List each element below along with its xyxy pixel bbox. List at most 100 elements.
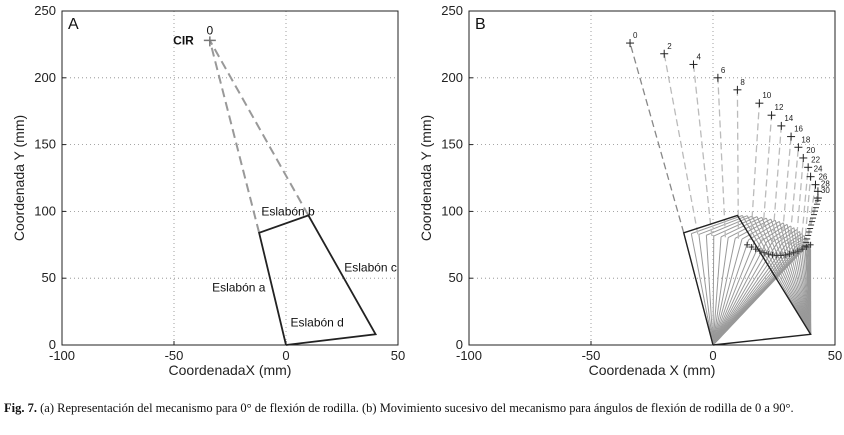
cir-point-label: 28 (821, 179, 830, 188)
figure-caption: Fig. 7. (a) Representación del mecanismo… (4, 401, 840, 415)
cir-dashed-line (750, 103, 761, 241)
sweep-link-a (690, 233, 714, 346)
y-tick-label: 50 (449, 270, 463, 285)
cir-point-label: 12 (775, 103, 784, 112)
y-axis-label: Coordenada Y (mm) (418, 115, 434, 241)
panel-label: B (475, 16, 486, 33)
y-tick-label: 100 (441, 203, 463, 218)
cir-point-label: 0 (633, 31, 638, 40)
link-annotation: Eslabón d (290, 315, 343, 329)
cir-dashed-line (788, 147, 800, 245)
cir-point-label: 16 (794, 125, 803, 134)
cir-dashed-line (208, 39, 310, 216)
cir-dashed-line (736, 89, 740, 239)
sweep-link-a (712, 236, 722, 346)
x-tick-label: 0 (709, 348, 716, 363)
caption-label: Fig. 7. (4, 401, 37, 415)
x-tick-label: 0 (282, 348, 289, 363)
sweep-link-b (806, 246, 810, 257)
cir-dashed-line (663, 53, 699, 235)
initial-mechanism (682, 214, 812, 346)
x-tick-label: -50 (582, 348, 601, 363)
sweep-link-a (712, 239, 750, 346)
sweep-link-c (782, 222, 812, 335)
cir-point-label: 20 (806, 146, 815, 155)
cir-point-label: 2 (667, 42, 672, 51)
sweep-link-b (748, 221, 780, 241)
panel-label: A (68, 16, 79, 33)
sweep-link-a (712, 242, 773, 346)
y-tick-label: 200 (441, 70, 463, 85)
cir-point-label: 6 (721, 66, 726, 75)
sweep-link-a (712, 237, 729, 346)
cir-dashed-line (717, 77, 727, 238)
plot-frame (468, 10, 836, 346)
plot-area (469, 11, 835, 345)
sweep-link-a (712, 243, 787, 346)
sweep-link-a (712, 244, 791, 346)
y-tick-label: 50 (42, 270, 56, 285)
cir-point-label: 8 (740, 78, 745, 87)
y-tick-label: 150 (441, 137, 463, 152)
x-tick-label: 50 (391, 348, 405, 363)
x-tick-label: -100 (456, 348, 482, 363)
sweep-link-b (804, 245, 808, 262)
x-tick-label: 50 (828, 348, 842, 363)
cir-dashed-line (795, 157, 804, 246)
plot-area (62, 11, 398, 345)
sweep-link-a (705, 235, 714, 346)
cir-point-label: 26 (818, 173, 827, 182)
y-tick-label: 0 (456, 337, 463, 352)
plot-frame (61, 10, 399, 346)
sweep-link-b (720, 216, 762, 238)
cir-label: CIR (173, 33, 194, 47)
cir-point-label: 22 (811, 155, 820, 164)
cir-point-label: 30 (821, 186, 830, 195)
sweep-link-a (712, 245, 806, 346)
cir-dashed-line (800, 167, 809, 246)
sweep-link-a (712, 240, 762, 346)
sweep-link-a (712, 242, 778, 346)
sweep-link-b (790, 235, 805, 245)
sweep-link-b (734, 218, 772, 239)
y-tick-label: 0 (49, 337, 56, 352)
cir-dashed-line (761, 115, 773, 242)
mechanism-links (258, 214, 378, 346)
y-tick-label: 250 (441, 3, 463, 18)
sweep-link-c (778, 221, 812, 335)
cir-dashed-line (771, 125, 782, 243)
cir-dashed-line (803, 176, 812, 246)
x-axis-label: Coordenada X (mm) (589, 362, 716, 378)
cir-point-label: 24 (814, 165, 823, 174)
sweep-link-a (712, 243, 783, 346)
link-annotation: Eslabón c (344, 261, 397, 275)
sweep-link-a (698, 234, 714, 346)
sweep-link-b (766, 225, 791, 243)
sweep-link-b (713, 216, 758, 237)
sweep-link-c (774, 220, 812, 335)
sweep-link-a (712, 236, 715, 346)
sweep-link-b (727, 217, 767, 239)
sweep-link-c (806, 261, 812, 335)
link-annotation: Eslabón b (261, 204, 315, 218)
sweep-link-a (712, 240, 756, 346)
x-axis-label: CoordenadaX (mm) (169, 362, 292, 378)
x-tick-label: -50 (165, 348, 184, 363)
sweep-link-b (754, 222, 784, 241)
cir-point-label: 10 (762, 91, 771, 100)
sweep-link-b (786, 232, 803, 245)
sweep-link-b (691, 215, 743, 235)
cir-point-label: 18 (801, 135, 810, 144)
cir-dashed-line (692, 64, 713, 236)
link-annotation: Eslabón a (212, 281, 266, 295)
cir-point-label: 14 (784, 114, 793, 123)
y-tick-label: 200 (34, 70, 56, 85)
sweep-link-a (712, 238, 743, 346)
caption-text: (a) Representación del mecanismo para 0°… (36, 401, 794, 415)
cir-dashed-line (781, 136, 792, 244)
x-tick-label: -100 (49, 348, 75, 363)
sweep-link-a (712, 238, 736, 346)
cir-point-label: 4 (696, 52, 701, 61)
